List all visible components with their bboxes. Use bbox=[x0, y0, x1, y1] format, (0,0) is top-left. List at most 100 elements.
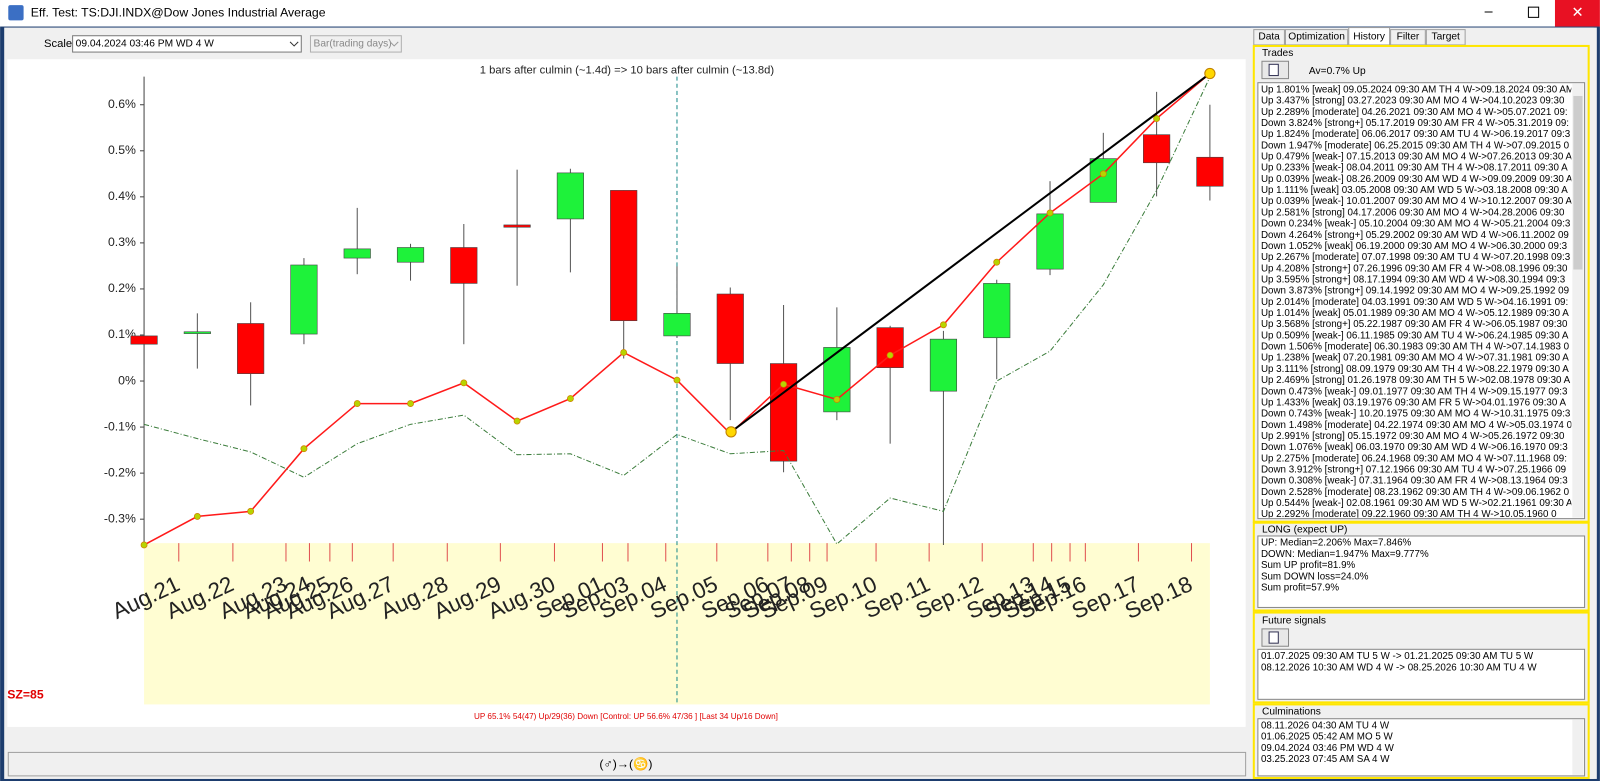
trade-row: Up 2.267% [moderate] 07.07.1998 09:30 AM… bbox=[1261, 252, 1571, 263]
trade-row: Up 0.039% [weak-] 08.26.2009 09:30 AM WD… bbox=[1261, 174, 1573, 185]
trades-list bbox=[1257, 82, 1586, 520]
series-point bbox=[460, 379, 468, 387]
scale-select[interactable] bbox=[72, 35, 302, 53]
trade-row: Up 1.801% [weak] 09.05.2024 09:30 AM TH … bbox=[1261, 84, 1574, 95]
candle-body bbox=[130, 335, 158, 345]
series-point bbox=[1046, 209, 1054, 217]
long-box bbox=[1257, 535, 1586, 608]
culminations-title: Culminations bbox=[1262, 706, 1321, 717]
culmination-row: 03.25.2023 07:45 AM SA 4 W bbox=[1261, 754, 1390, 765]
maximize-button[interactable] bbox=[1527, 6, 1540, 18]
series-point bbox=[1153, 115, 1161, 122]
tab-label: Target bbox=[1432, 31, 1460, 42]
trade-row: Up 1.014% [weak] 05.01.1989 09:30 AM MO … bbox=[1261, 308, 1569, 319]
y-tick-label: 0.2% bbox=[108, 281, 136, 295]
y-tick-label: -0.1% bbox=[104, 419, 136, 433]
series-point bbox=[620, 349, 628, 356]
trade-row: Down 1.506% [moderate] 06.30.1983 09:30 … bbox=[1261, 342, 1570, 353]
chart: 1 bars after culmin (~1.4d) => 10 bars a… bbox=[7, 59, 1246, 727]
candle-body bbox=[290, 264, 318, 335]
y-tick-label: -0.2% bbox=[104, 465, 136, 479]
tab-label: Data bbox=[1258, 31, 1280, 42]
trade-row: Down 0.234% [weak-] 05.10.2004 09:30 AM … bbox=[1261, 219, 1571, 230]
trade-row: Up 2.581% [strong] 04.17.2006 09:30 AM M… bbox=[1261, 207, 1565, 218]
series-point bbox=[993, 258, 1001, 266]
chart-footer: UP 65.1% 54(47) Up/29(36) Down [Control:… bbox=[474, 712, 778, 721]
series-point bbox=[140, 541, 148, 549]
long-title: LONG (expect UP) bbox=[1262, 525, 1348, 536]
signal-row: 08.12.2026 10:30 AM WD 4 W -> 08.25.2026… bbox=[1261, 662, 1537, 673]
series-point bbox=[193, 512, 201, 520]
culminations-box bbox=[1257, 718, 1586, 777]
scrollbar[interactable] bbox=[1572, 719, 1584, 775]
trade-row: Up 2.292% [moderate] 09.22.1960 09:30 AM… bbox=[1261, 509, 1557, 520]
candle-body bbox=[237, 323, 265, 374]
series-point bbox=[1099, 170, 1107, 178]
series-point bbox=[247, 507, 255, 515]
app-icon bbox=[8, 5, 24, 21]
trade-row: Up 2.991% [strong] 05.15.1972 09:30 AM M… bbox=[1261, 431, 1565, 442]
long-group bbox=[1252, 521, 1590, 612]
candle-body bbox=[929, 338, 958, 392]
culmination-row: 09.04.2024 03:46 PM WD 4 W bbox=[1261, 743, 1395, 754]
series-point bbox=[886, 351, 894, 359]
chart-header: 1 bars after culmin (~1.4d) => 10 bars a… bbox=[480, 64, 775, 76]
trade-row: Up 0.509% [weak-] 06.11.1985 09:30 AM TU… bbox=[1261, 330, 1569, 341]
series-point bbox=[673, 376, 681, 384]
copy-icon bbox=[1268, 63, 1279, 77]
stat-row: Sum DOWN loss=24.0% bbox=[1261, 571, 1369, 582]
series-point bbox=[833, 396, 841, 403]
y-tick-label: 0.5% bbox=[108, 143, 136, 157]
signal-end bbox=[1204, 67, 1216, 80]
candle-body bbox=[556, 172, 584, 220]
trade-row: Up 3.568% [strong+] 05.22.1987 09:30 AM … bbox=[1261, 319, 1568, 330]
planet-button[interactable] bbox=[7, 751, 1247, 777]
trades-average: Av=0.7% Up bbox=[1309, 66, 1366, 77]
series-point bbox=[300, 445, 308, 453]
stat-row: Sum UP profit=81.9% bbox=[1261, 560, 1356, 571]
candle-body bbox=[1143, 134, 1171, 164]
bar-mode-select[interactable] bbox=[309, 35, 402, 53]
trade-row: Up 2.275% [moderate] 06.24.1968 09:30 AM… bbox=[1261, 453, 1567, 464]
trade-row: Up 1.238% [weak] 07.20.1981 09:30 AM MO … bbox=[1261, 353, 1569, 364]
tab-label: Optimization bbox=[1288, 31, 1345, 42]
scrollbar[interactable] bbox=[1572, 83, 1584, 518]
stat-row: Sum profit=57.9% bbox=[1261, 583, 1339, 594]
trade-row: Down 2.528% [moderate] 08.23.1962 09:30 … bbox=[1261, 487, 1570, 498]
trade-row: Up 2.289% [moderate] 04.26.2021 09:30 AM… bbox=[1261, 107, 1568, 118]
signal-start bbox=[725, 426, 737, 438]
culmination-row: 01.06.2025 05:42 AM MO 5 W bbox=[1261, 732, 1394, 743]
trade-row: Up 4.208% [strong+] 07.26.1996 09:30 AM … bbox=[1261, 263, 1568, 274]
trade-row: Up 1.433% [weak] 03.19.1976 09:30 AM FR … bbox=[1261, 397, 1567, 408]
dropdown-arrow bbox=[389, 41, 399, 47]
trade-row: Up 1.111% [weak] 03.05.2008 09:30 AM WD … bbox=[1261, 185, 1568, 196]
trade-row: Up 3.595% [strong+] 08.17.1994 09:30 AM … bbox=[1261, 274, 1566, 285]
trades-group bbox=[1252, 44, 1590, 523]
size-label: SZ=85 bbox=[7, 687, 44, 701]
close-icon: ✕ bbox=[1571, 5, 1583, 21]
close-button[interactable] bbox=[1554, 0, 1600, 27]
series-point bbox=[940, 321, 947, 329]
y-tick-label: 0.4% bbox=[108, 189, 136, 203]
candle-body bbox=[983, 283, 1011, 339]
minimize-button[interactable]: – bbox=[1485, 4, 1493, 20]
trade-row: Down 1.947% [moderate] 06.25.2015 09:30 … bbox=[1261, 140, 1570, 151]
y-tick-label: 0% bbox=[118, 373, 136, 387]
window-title: Eff. Test: TS:DJI.INDX@Dow Jones Industr… bbox=[31, 6, 326, 20]
y-tick-label: 0.6% bbox=[108, 97, 136, 111]
candle-body bbox=[1036, 213, 1064, 270]
candle-body bbox=[396, 247, 425, 263]
y-tick-label: -0.3% bbox=[104, 511, 136, 525]
tab-label: Filter bbox=[1397, 31, 1420, 42]
signal-row: 01.07.2025 09:30 AM TU 5 W -> 01.21.2025… bbox=[1261, 651, 1534, 662]
trade-row: Down 4.264% [strong+] 05.29.2002 09:30 A… bbox=[1261, 230, 1569, 241]
trade-row: Up 0.039% [weak-] 10.01.2007 09:30 AM MO… bbox=[1261, 196, 1573, 207]
series-point bbox=[780, 380, 787, 388]
scrollbar-thumb[interactable] bbox=[1573, 95, 1583, 270]
candle-body bbox=[183, 331, 211, 334]
trade-row: Up 0.233% [weak-] 08.04.2011 09:30 AM TH… bbox=[1261, 163, 1568, 174]
candle-body bbox=[769, 363, 798, 462]
planet-button-label: (♂)→(♋) bbox=[599, 756, 652, 771]
